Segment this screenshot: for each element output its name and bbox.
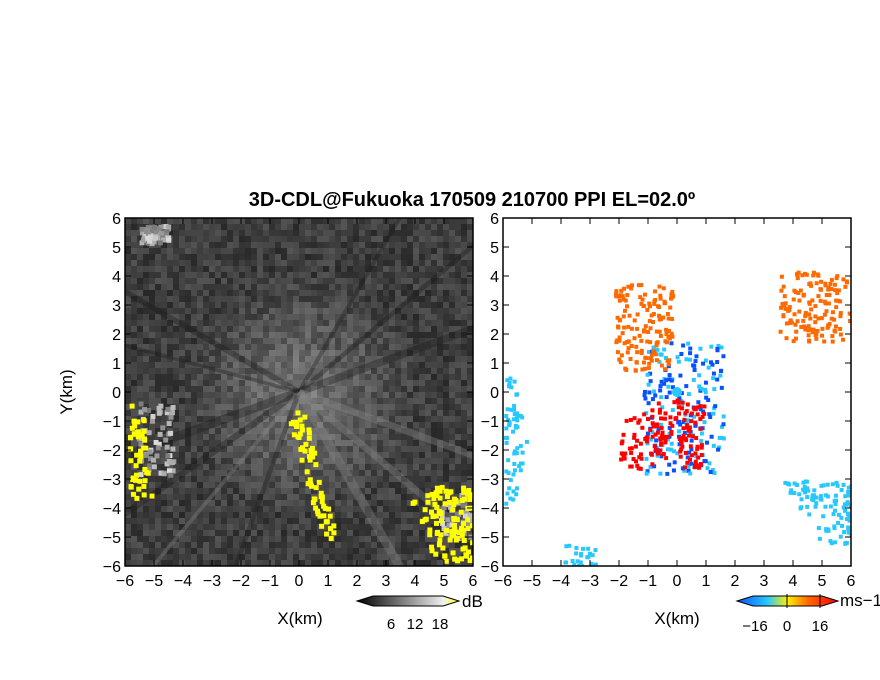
velocity-colorbar-tick: 16 [812,618,829,635]
x-tick-label: 3 [382,573,391,590]
x-tick-label: 0 [673,573,682,590]
y-tick-label: 3 [490,298,499,315]
y-tick-label: −4 [481,501,499,518]
x-tick-label: 3 [760,573,769,590]
velocity-xlabel: X(km) [654,609,699,628]
x-tick-label: −5 [523,573,541,590]
y-tick-label: −1 [481,414,499,431]
x-tick-label: −3 [581,573,599,590]
y-tick-label: 3 [112,298,121,315]
x-tick-label: −3 [203,573,221,590]
y-tick-label: 5 [112,240,121,257]
y-tick-label: −2 [481,443,499,460]
y-tick-label: 6 [112,211,121,228]
radar-site-marker [672,387,682,397]
velocity-field [504,270,851,566]
y-tick-label: −2 [103,443,121,460]
reflectivity-colorbar-bar [355,595,461,607]
velocity-panel: −6 −5 −4 −3 −2 −1 0 1 2 3 4 5 6 6 5 4 3 2 1 0 −1 −2 −3 −4 −5 −6 X… [481,211,880,635]
reflectivity-colorbar-tick: 18 [432,616,449,633]
y-tick-label: −1 [103,414,121,431]
x-tick-label: 5 [440,573,449,590]
reflectivity-colorbar-tick: 12 [407,616,424,633]
y-tick-label: −3 [481,472,499,489]
x-tick-label: 4 [411,573,420,590]
x-tick-label: 5 [818,573,827,590]
y-tick-label: 1 [112,356,121,373]
reflectivity-xlabel: X(km) [277,609,322,628]
x-tick-label: −4 [552,573,570,590]
y-tick-label: 5 [490,240,499,257]
y-tick-label: 1 [490,356,499,373]
x-tick-label: 4 [789,573,798,590]
x-tick-label: 6 [847,573,856,590]
x-tick-label: 2 [353,573,362,590]
y-tick-label: 6 [490,211,499,228]
x-tick-label: 1 [702,573,711,590]
y-tick-label: −5 [103,530,121,547]
reflectivity-colorbar-tick: 6 [387,616,395,633]
y-tick-label: −6 [103,559,121,576]
velocity-colorbar-tick: −16 [742,618,767,635]
chart-title: 3D-CDL@Fukuoka 170509 210700 PPI EL=02.0… [249,189,695,211]
x-tick-label: 2 [731,573,740,590]
x-tick-label: −1 [639,573,657,590]
x-tick-label: 1 [324,573,333,590]
velocity-axis-ticks: −6 −5 −4 −3 −2 −1 0 1 2 3 4 5 6 6 5 4 3 2 1 0 −1 −2 −3 −4 −5 −6 [481,211,856,590]
x-tick-label: 6 [469,573,478,590]
reflectivity-ylabel: Y(km) [57,369,76,414]
y-tick-label: 4 [490,269,499,286]
velocity-colorbar-unit: ms−1 [840,591,880,610]
x-tick-label: −2 [610,573,628,590]
y-tick-label: 4 [112,269,121,286]
y-tick-label: 0 [490,385,499,402]
y-tick-label: −5 [481,530,499,547]
reflectivity-colorbar: 6 12 18 dB [355,592,483,633]
x-tick-label: −6 [494,573,512,590]
y-tick-label: −3 [103,472,121,489]
x-tick-label: −4 [174,573,192,590]
x-tick-label: 0 [295,573,304,590]
y-tick-label: 2 [112,327,121,344]
velocity-colorbar: −16 0 16 ms−1 [735,591,880,635]
y-tick-label: 2 [490,327,499,344]
high-echo-regions [127,403,473,564]
x-tick-label: −6 [116,573,134,590]
x-tick-label: −1 [261,573,279,590]
reflectivity-field [125,218,473,566]
y-tick-label: 0 [112,385,121,402]
y-tick-label: −4 [103,501,121,518]
x-tick-label: −5 [145,573,163,590]
reflectivity-axis-ticks: −6 −5 −4 −3 −2 −1 0 1 2 3 4 5 6 6 5 4 3 2 1 0 −1 −2 −3 −4 −5 −6 [103,211,478,590]
y-tick-label: −6 [481,559,499,576]
x-tick-label: −2 [232,573,250,590]
reflectivity-colorbar-unit: dB [462,592,483,611]
velocity-colorbar-tick: 0 [783,618,791,635]
